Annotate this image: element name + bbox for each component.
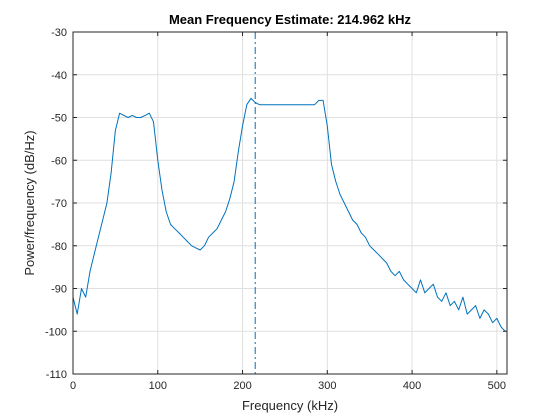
y-tick-label: -60 bbox=[51, 155, 67, 167]
y-axis-label: Power/frequency (dB/Hz) bbox=[22, 130, 37, 275]
x-tick-label: 100 bbox=[149, 380, 167, 392]
y-tick-label: -70 bbox=[51, 198, 67, 210]
x-tick-label: 300 bbox=[318, 380, 336, 392]
y-tick-label: -40 bbox=[51, 70, 67, 82]
axis-ticks: 0 100 200 300 400 500 -110 -100 -90 -80 -70 -60 -50 -… bbox=[45, 27, 507, 392]
x-tick-label: 400 bbox=[403, 380, 421, 392]
series-layer bbox=[72, 32, 506, 374]
x-axis-label: Frequency (kHz) bbox=[242, 398, 338, 413]
series-line bbox=[72, 97, 506, 332]
y-tick-label: -90 bbox=[51, 284, 67, 296]
chart-title: Mean Frequency Estimate: 214.962 kHz bbox=[169, 12, 412, 27]
y-tick-label: -110 bbox=[46, 369, 67, 381]
y-tick-label: -100 bbox=[45, 326, 67, 338]
x-tick-label: 500 bbox=[488, 380, 506, 392]
y-tick-label: -80 bbox=[51, 241, 67, 253]
y-tick-label: -50 bbox=[51, 113, 67, 125]
x-tick-label: 0 bbox=[70, 380, 76, 392]
x-tick-label: 200 bbox=[233, 380, 251, 392]
y-tick-label: -30 bbox=[51, 27, 67, 39]
